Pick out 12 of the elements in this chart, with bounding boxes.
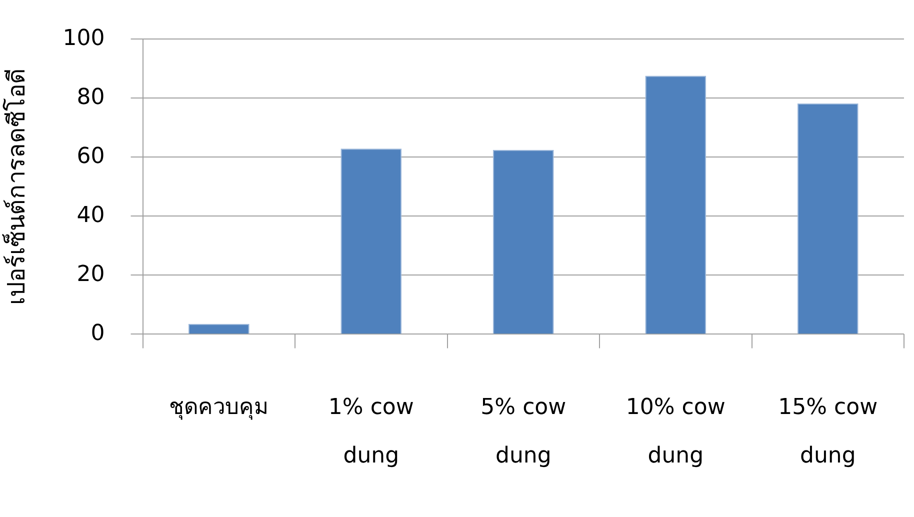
x-tick-label: 15% cow dung (778, 395, 878, 469)
y-tick-label: 0 (90, 320, 105, 346)
y-tick-label: 20 (76, 262, 105, 287)
y-tick-label: 40 (76, 202, 105, 228)
x-tick-label: 1% cow dung (328, 395, 414, 469)
x-tick-label: 5% cow dung (480, 395, 566, 469)
x-tick-label: 10% cow dung (626, 395, 726, 469)
y-tick-label: 60 (76, 144, 105, 169)
y-axis-title: เปอร์เซ็นต์การลดซีโอดี (2, 68, 31, 306)
y-tick-label: 100 (62, 26, 105, 51)
y-tick-label: 80 (76, 84, 105, 110)
x-tick-label: ชุดควบคุม (168, 395, 269, 420)
